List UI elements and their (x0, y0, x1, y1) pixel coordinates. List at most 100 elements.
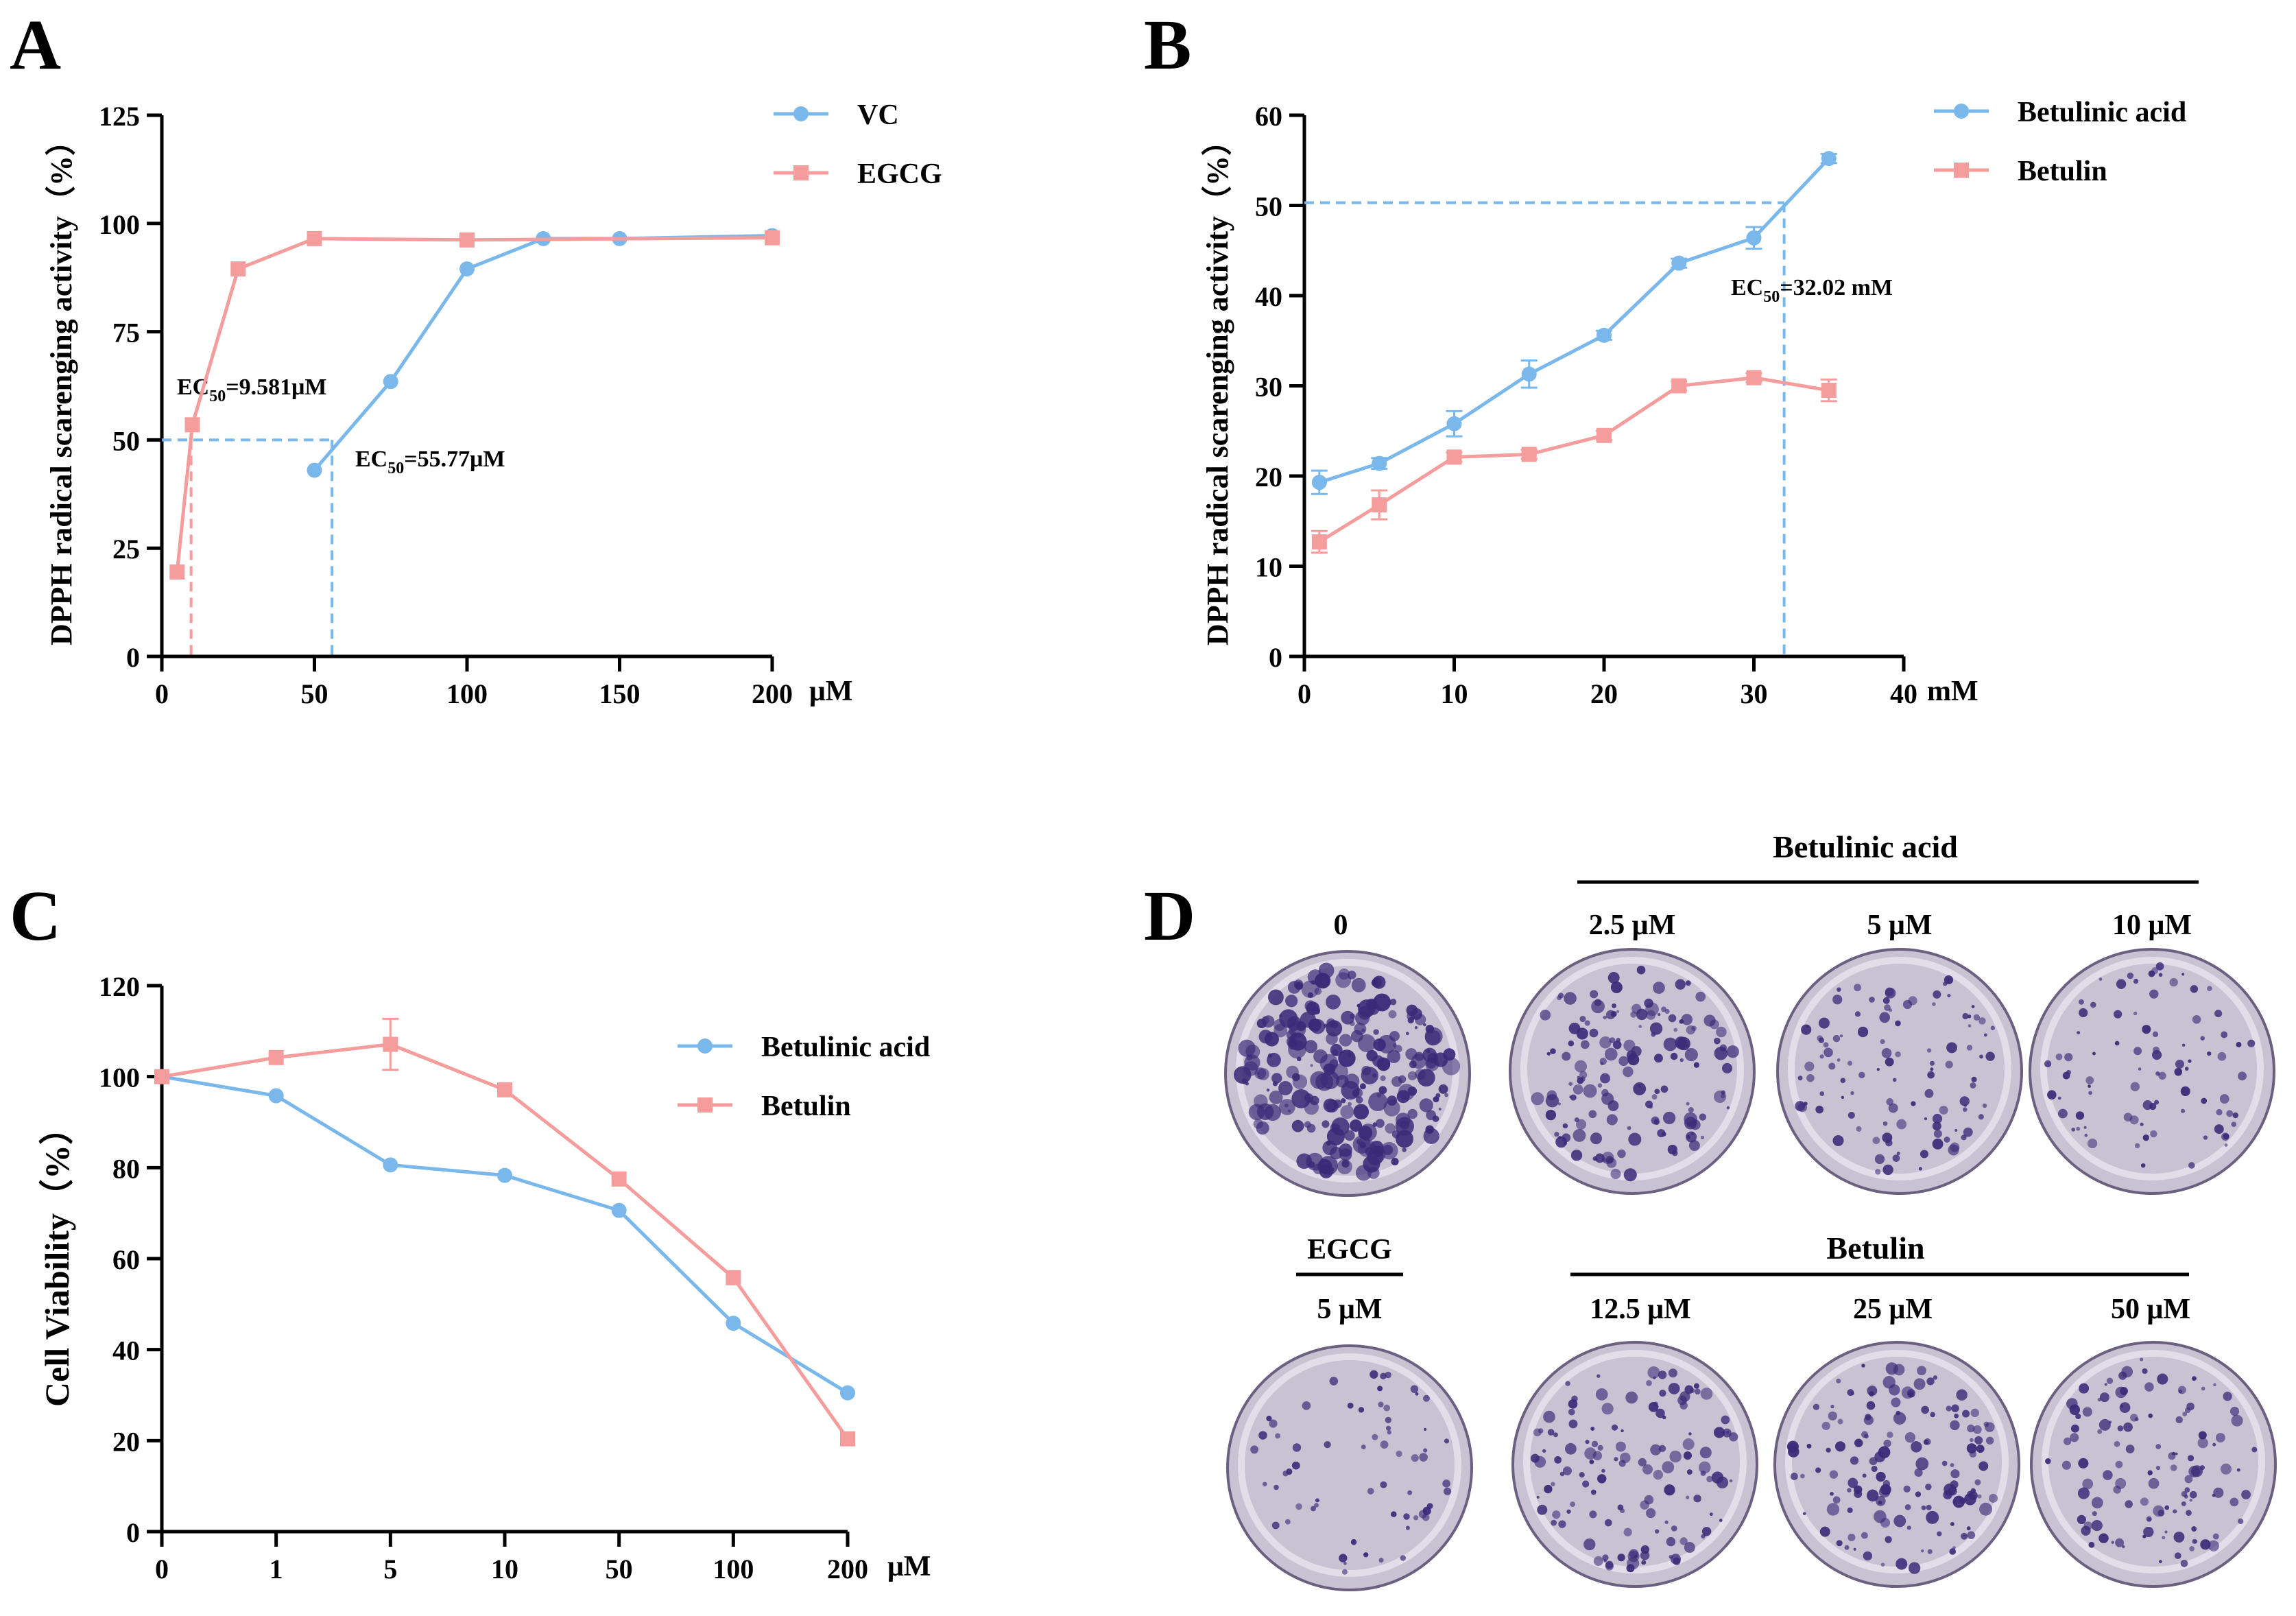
colony (1686, 1134, 1691, 1139)
colony (1952, 1546, 1956, 1549)
colony (2134, 1417, 2139, 1422)
colony (1670, 1052, 1678, 1060)
colony (2133, 1011, 2138, 1016)
colony (1545, 1109, 1557, 1121)
group-label-betulinic-acid: Betulinic acid (1773, 829, 1958, 864)
colony (2140, 1497, 2149, 1506)
colony (1813, 1403, 1820, 1410)
colony (1551, 1482, 1555, 1486)
colony (1679, 1058, 1684, 1062)
colony (1695, 1388, 1701, 1395)
colony (1588, 1110, 1597, 1119)
colony (1405, 1048, 1418, 1060)
colony (1885, 1057, 1894, 1067)
colony (2158, 1560, 2162, 1564)
colony (1832, 1034, 1841, 1043)
colony (2146, 1516, 2152, 1522)
colony (1623, 1066, 1634, 1078)
colony (1932, 1113, 1943, 1124)
colony (1562, 1123, 1568, 1129)
colony (1709, 1512, 1713, 1517)
colony (1609, 1037, 1616, 1043)
colony (1973, 1425, 1982, 1434)
colony (1391, 1158, 1399, 1166)
plate-label-25um: 25 μM (1853, 1294, 1933, 1325)
colony (2088, 1084, 2091, 1088)
colony (1426, 1058, 1437, 1069)
legend-label: Betulin (2018, 156, 2107, 187)
colony (1679, 1019, 1684, 1024)
colony (2221, 1132, 2229, 1141)
colony (2217, 1051, 2227, 1061)
colony (1878, 1500, 1882, 1505)
colony (2066, 1069, 2071, 1076)
colony (2150, 1130, 2157, 1138)
colony (1396, 1130, 1413, 1148)
colony (1562, 1051, 1571, 1061)
colony (1944, 1137, 1950, 1143)
colony (1950, 1521, 1954, 1526)
colony (1828, 1062, 1836, 1070)
colony (1337, 1159, 1352, 1175)
colony (1546, 1051, 1551, 1056)
colony (1591, 1440, 1599, 1447)
colony (2077, 1487, 2090, 1499)
legend-marker (793, 106, 809, 121)
colony (1714, 1037, 1721, 1045)
colony (1989, 1493, 1998, 1503)
colony (1645, 1002, 1659, 1017)
colony (1600, 1062, 1604, 1066)
colony (1620, 1508, 1625, 1514)
legend-label: EGCG (857, 158, 942, 190)
colony (1576, 1119, 1587, 1130)
colony (1654, 1089, 1660, 1095)
colony (1537, 1504, 1548, 1515)
colony (1885, 1536, 1892, 1543)
colony (1954, 1413, 1959, 1418)
colony (1806, 1443, 1812, 1449)
colony (2079, 1383, 2090, 1394)
colony (2083, 1521, 2093, 1530)
colony (2138, 1067, 2142, 1071)
colony (2175, 1452, 2178, 1455)
colony (1423, 1448, 1428, 1453)
colony (1684, 1112, 1697, 1126)
colony (1962, 1107, 1968, 1112)
colony (1610, 1169, 1621, 1180)
colony (2181, 1043, 2186, 1047)
colony (1684, 1048, 1698, 1062)
colony (1329, 1167, 1335, 1172)
colony (1896, 1119, 1907, 1130)
colony (1663, 1037, 1677, 1051)
colony (1553, 1432, 1558, 1438)
data-point (611, 1202, 627, 1218)
colony (1653, 982, 1665, 994)
colony (1352, 1087, 1363, 1098)
colony (1973, 1014, 1981, 1021)
colony (2188, 1059, 2192, 1063)
colony (1921, 1405, 1930, 1414)
colony (1670, 1554, 1681, 1565)
colony (1286, 1468, 1293, 1475)
colony (1885, 987, 1894, 997)
colony (1800, 1473, 1805, 1479)
colony (2130, 1082, 2140, 1091)
colony (1830, 1405, 1834, 1409)
colony (1875, 1169, 1881, 1175)
colony (1970, 1438, 1974, 1442)
colony (1389, 1031, 1400, 1042)
colony (2170, 1464, 2177, 1471)
colony (2111, 1541, 2114, 1544)
series-line-betulinic-acid (1319, 157, 1830, 484)
ec50-label: EC50=55.77μM (355, 447, 505, 477)
colony (1869, 1457, 1878, 1466)
data-point (1446, 449, 1462, 465)
colony (1923, 1439, 1929, 1445)
panel-letter-d: D (1144, 877, 1195, 955)
colony (1664, 1484, 1675, 1496)
colony (1590, 1427, 1595, 1431)
colony (2152, 1046, 2160, 1054)
colony (1911, 1101, 1916, 1106)
colony (1974, 1436, 1983, 1445)
colony (1378, 1007, 1382, 1011)
